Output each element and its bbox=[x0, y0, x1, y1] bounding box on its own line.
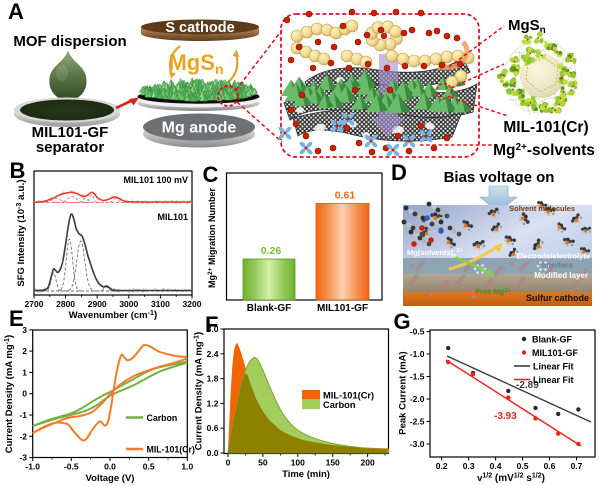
svg-text:Peak Current (mA): Peak Current (mA) bbox=[398, 351, 409, 434]
svg-text:-2: -2 bbox=[19, 431, 27, 441]
svg-text:0.4: 0.4 bbox=[490, 461, 502, 471]
svg-text:3100: 3100 bbox=[151, 299, 170, 309]
svg-text:-3.93: -3.93 bbox=[494, 411, 517, 422]
svg-text:D: D bbox=[391, 160, 407, 185]
svg-text:E: E bbox=[9, 306, 24, 331]
svg-text:-2.0: -2.0 bbox=[410, 394, 425, 404]
svg-text:-2.5: -2.5 bbox=[410, 417, 425, 427]
svg-text:MIL-101(Cr): MIL-101(Cr) bbox=[323, 391, 374, 401]
svg-text:A: A bbox=[8, 0, 24, 24]
svg-text:3000: 3000 bbox=[119, 299, 138, 309]
svg-text:interface: interface bbox=[542, 261, 573, 270]
svg-text:Bias voltage on: Bias voltage on bbox=[444, 169, 555, 186]
svg-text:1.0: 1.0 bbox=[181, 462, 193, 472]
svg-text:Mg(solvents)x2+: Mg(solvents)x2+ bbox=[407, 248, 463, 259]
svg-text:Carbon: Carbon bbox=[147, 413, 178, 423]
svg-text:3.0: 3.0 bbox=[207, 324, 219, 334]
svg-text:-3: -3 bbox=[19, 453, 27, 463]
svg-text:-3.0: -3.0 bbox=[410, 439, 425, 449]
svg-text:-1.0: -1.0 bbox=[25, 462, 40, 472]
svg-text:0.5: 0.5 bbox=[143, 462, 155, 472]
svg-text:S cathode: S cathode bbox=[165, 20, 234, 36]
svg-text:1.2: 1.2 bbox=[207, 398, 219, 408]
svg-text:200: 200 bbox=[361, 458, 375, 468]
svg-text:Modified layer: Modified layer bbox=[534, 271, 588, 280]
svg-text:0.5: 0.5 bbox=[517, 461, 529, 471]
svg-text:0.0: 0.0 bbox=[207, 448, 219, 458]
svg-text:0.26: 0.26 bbox=[261, 245, 282, 257]
svg-text:-2.89: -2.89 bbox=[516, 380, 539, 391]
svg-text:MOF dispersion: MOF dispersion bbox=[13, 33, 126, 50]
svg-text:0.0: 0.0 bbox=[104, 462, 116, 472]
svg-text:Carbon: Carbon bbox=[323, 400, 356, 410]
svg-text:F: F bbox=[205, 312, 218, 337]
svg-text:v1/2 (mV1/2 s1/2): v1/2 (mV1/2 s1/2) bbox=[477, 473, 545, 485]
svg-text:0.7: 0.7 bbox=[571, 461, 583, 471]
svg-text:MgSn: MgSn bbox=[168, 50, 223, 77]
svg-text:MIL-101(Cr): MIL-101(Cr) bbox=[147, 445, 195, 455]
svg-text:Current Density (mA mg-1): Current Density (mA mg-1) bbox=[4, 335, 15, 454]
svg-text:Wavenumber (cm-1): Wavenumber (cm-1) bbox=[69, 310, 157, 321]
svg-text:0.2: 0.2 bbox=[436, 461, 448, 471]
svg-text:SFG Intensity (10-3 a.u.): SFG Intensity (10-3 a.u.) bbox=[16, 179, 27, 286]
svg-text:separator: separator bbox=[36, 139, 105, 156]
svg-text:Free Mg2+: Free Mg2+ bbox=[475, 287, 510, 296]
svg-text:B: B bbox=[10, 158, 26, 183]
svg-text:2.4: 2.4 bbox=[207, 349, 219, 359]
svg-text:MIL101 100 mV: MIL101 100 mV bbox=[123, 175, 188, 185]
svg-text:2800: 2800 bbox=[56, 299, 75, 309]
svg-text:MgSn: MgSn bbox=[508, 17, 546, 36]
svg-text:Time (min): Time (min) bbox=[282, 469, 330, 480]
svg-text:Linear Fit: Linear Fit bbox=[533, 362, 574, 372]
svg-text:Electrode/electrolyte: Electrode/electrolyte bbox=[516, 252, 590, 261]
svg-text:MIL101-GF: MIL101-GF bbox=[317, 303, 368, 314]
svg-text:Voltage (V): Voltage (V) bbox=[86, 473, 135, 484]
svg-text:1.8: 1.8 bbox=[207, 374, 219, 384]
svg-text:MIL101: MIL101 bbox=[157, 212, 188, 222]
svg-text:Linear Fit: Linear Fit bbox=[533, 375, 574, 385]
svg-text:C: C bbox=[203, 162, 219, 187]
svg-text:Solvent molecules: Solvent molecules bbox=[509, 204, 575, 213]
svg-text:0.6: 0.6 bbox=[207, 423, 219, 433]
svg-text:MIL101-GF: MIL101-GF bbox=[32, 124, 109, 141]
svg-text:2900: 2900 bbox=[88, 299, 107, 309]
svg-text:3200: 3200 bbox=[183, 299, 202, 309]
svg-text:Blank-GF: Blank-GF bbox=[532, 335, 573, 345]
svg-text:-1.5: -1.5 bbox=[410, 372, 425, 382]
svg-text:100: 100 bbox=[291, 458, 305, 468]
svg-text:MIL101-GF: MIL101-GF bbox=[532, 348, 579, 358]
svg-text:50: 50 bbox=[258, 458, 268, 468]
svg-text:150: 150 bbox=[326, 458, 340, 468]
svg-text:Mg2+ Migration Number: Mg2+ Migration Number bbox=[207, 188, 217, 288]
svg-text:0: 0 bbox=[22, 389, 27, 399]
svg-text:0.3: 0.3 bbox=[463, 461, 475, 471]
svg-text:-0.5: -0.5 bbox=[64, 462, 79, 472]
svg-text:0.61: 0.61 bbox=[335, 190, 356, 202]
svg-text:Mg anode: Mg anode bbox=[162, 120, 237, 137]
svg-text:Sulfur cathode: Sulfur cathode bbox=[526, 293, 589, 303]
svg-text:-0.5: -0.5 bbox=[410, 327, 425, 337]
svg-text:3: 3 bbox=[22, 325, 27, 335]
svg-text:2700: 2700 bbox=[25, 299, 44, 309]
svg-text:MIL-101(Cr): MIL-101(Cr) bbox=[503, 119, 588, 136]
svg-text:-1: -1 bbox=[19, 410, 27, 420]
svg-text:G: G bbox=[394, 309, 411, 334]
svg-text:-1.0: -1.0 bbox=[410, 349, 425, 359]
svg-text:0: 0 bbox=[226, 458, 231, 468]
svg-text:Current Density (mA mg-1): Current Density (mA mg-1) bbox=[194, 332, 205, 451]
svg-text:1: 1 bbox=[22, 367, 27, 377]
svg-text:Mg2+-solvents: Mg2+-solvents bbox=[493, 142, 595, 159]
svg-text:2: 2 bbox=[22, 346, 27, 356]
svg-text:0.6: 0.6 bbox=[544, 461, 556, 471]
svg-text:Blank-GF: Blank-GF bbox=[247, 303, 291, 314]
